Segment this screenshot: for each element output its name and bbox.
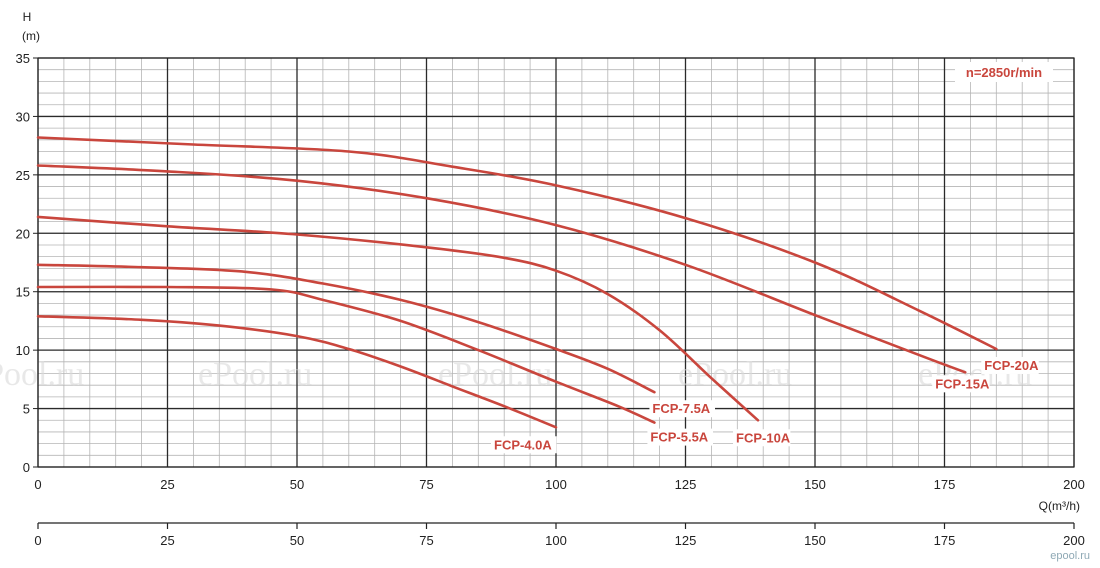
y-axis-title-line-2: (m) <box>22 29 40 43</box>
series-label-fcp-20a: FCP-20A <box>984 358 1039 373</box>
y-tick-label: 35 <box>16 51 30 66</box>
annotation-box <box>955 62 1053 82</box>
y-axis-title-line-1: H <box>23 10 32 24</box>
watermark-text: ePool.ru <box>0 356 84 393</box>
y-tick-label: 25 <box>16 168 30 183</box>
lower-tick-label: 100 <box>545 533 567 548</box>
series-label-bg <box>733 429 791 447</box>
plot-frame <box>37 57 1075 468</box>
series-label-bg <box>932 375 990 393</box>
series-label-fcp-4-0a: FCP-4.0A <box>494 437 552 452</box>
y-tick-label: 30 <box>16 109 30 124</box>
series-labels: FCP-4.0A FCP-5.5A FCP-7.5A FCP-10A FCP-15A FC… <box>491 356 1039 454</box>
x-tick-label: 175 <box>934 477 956 492</box>
watermark-text: ePool.ru <box>198 356 312 393</box>
y-tick-label: 20 <box>16 226 30 241</box>
x-tick-label: 75 <box>419 477 433 492</box>
lower-tick-label: 0 <box>34 533 41 548</box>
x-tick-label: 200 <box>1063 477 1085 492</box>
series-label-bg <box>649 400 716 418</box>
y-tick-label: 0 <box>23 460 30 475</box>
speed-annotation: n=2850r/min <box>966 65 1042 80</box>
series-label-fcp-15a: FCP-15A <box>935 376 990 391</box>
series-line-fcp-4-0a <box>36 315 558 429</box>
x-tick-label: 25 <box>160 477 174 492</box>
lower-axis-ticks: 0 25 50 75 100 125 150 175 200 <box>34 523 1085 548</box>
x-tick-label: 150 <box>804 477 826 492</box>
series-line-fcp-5-5a <box>36 285 656 424</box>
series-label-fcp-7-5a: FCP-7.5A <box>652 401 710 416</box>
x-axis-ticks: 0 25 50 75 100 125 150 175 200 <box>34 477 1084 492</box>
lower-tick-label: 200 <box>1063 533 1085 548</box>
series-label-fcp-5-5a: FCP-5.5A <box>650 430 708 445</box>
series-line-fcp-15a <box>36 164 967 374</box>
series-line-fcp-20a <box>36 136 998 351</box>
watermark-text: ePool.ru <box>678 356 792 393</box>
brand-logo: epool.ru <box>1050 550 1090 562</box>
y-tick-label: 10 <box>16 343 30 358</box>
x-tick-label: 50 <box>290 477 304 492</box>
series-label-bg <box>647 428 714 446</box>
series-lines <box>36 136 998 429</box>
x-tick-label: 125 <box>675 477 697 492</box>
lower-tick-label: 150 <box>804 533 826 548</box>
lower-tick-label: 25 <box>160 533 174 548</box>
y-tick-label: 15 <box>16 285 30 300</box>
series-line-fcp-7-5a <box>36 263 656 394</box>
x-tick-label: 100 <box>545 477 567 492</box>
lower-tick-label: 175 <box>934 533 956 548</box>
y-axis-ticks: 0 5 10 15 20 25 30 35 <box>16 51 38 475</box>
series-label-bg <box>981 356 1039 374</box>
series-label-bg <box>491 436 557 454</box>
y-tick-label: 5 <box>23 402 30 417</box>
x-tick-label: 0 <box>34 477 41 492</box>
series-label-fcp-10a: FCP-10A <box>736 430 791 445</box>
lower-tick-label: 50 <box>290 533 304 548</box>
x-axis-title: Q(m³/h) <box>1039 499 1080 513</box>
lower-tick-label: 125 <box>675 533 697 548</box>
series-line-fcp-10a <box>36 215 760 422</box>
lower-tick-label: 75 <box>419 533 433 548</box>
